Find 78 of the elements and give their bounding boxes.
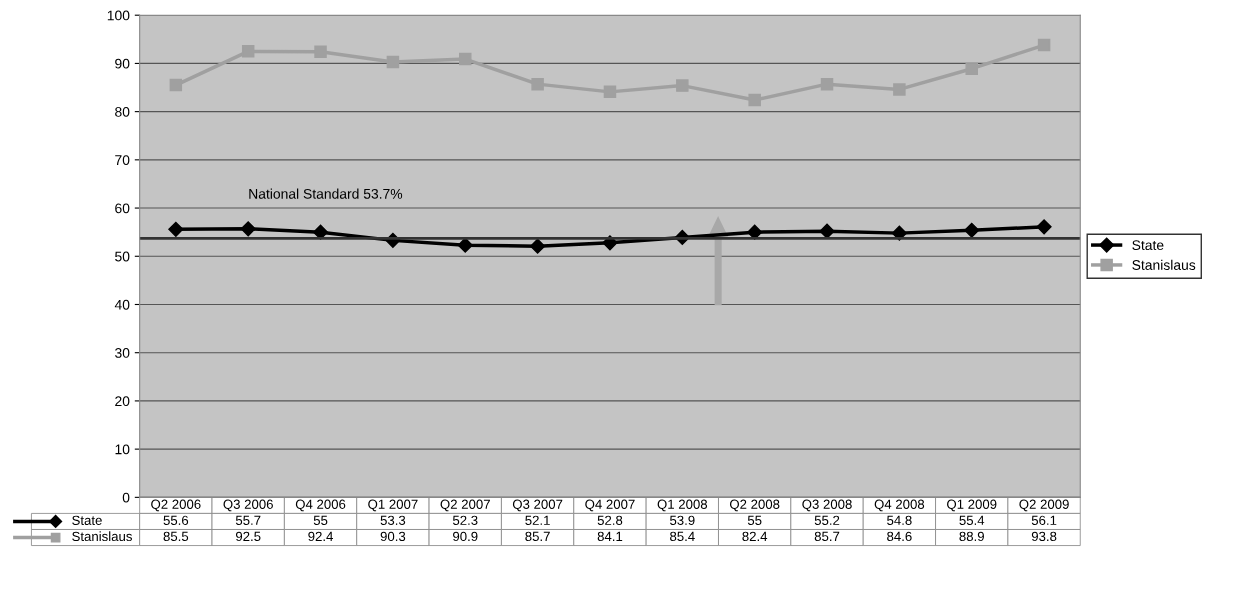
x-tick-label: Q3 2008 (802, 499, 852, 512)
point (314, 45, 327, 59)
point (820, 77, 834, 91)
x-tick-label: Q3 2007 (512, 499, 563, 512)
point (676, 79, 689, 92)
y-tick-label: 70 (115, 155, 130, 166)
legend-label: State (1132, 240, 1164, 251)
data-label: 92.5 (235, 531, 261, 542)
point (819, 223, 835, 239)
data-label: 93.8 (1031, 531, 1057, 542)
x-tick-label: Q1 2007 (368, 499, 418, 512)
data-label: 55.7 (235, 515, 261, 525)
x-tick-label: Q2 2007 (440, 499, 490, 512)
data-label: 85.7 (525, 531, 550, 542)
y-tick-label: 30 (115, 348, 130, 358)
x-tick-label: Q1 2008 (657, 499, 708, 512)
y-tick-label: 50 (115, 251, 130, 262)
legend-label: Stanislaus (1132, 259, 1196, 270)
data-label: 55.4 (959, 515, 985, 525)
data-label: 90.3 (380, 531, 406, 542)
point (965, 62, 978, 75)
data-label: 84.1 (597, 531, 623, 542)
point (891, 225, 907, 241)
data-label: 55 (313, 515, 328, 525)
text: State (72, 515, 102, 525)
point (747, 224, 763, 240)
y-tick-label: 20 (115, 396, 130, 407)
data-label: 55.6 (163, 515, 189, 525)
x-tick-label: Q2 2008 (729, 499, 780, 512)
y-tick-label: 40 (114, 299, 130, 310)
data-label: 82.4 (742, 531, 768, 542)
point (964, 222, 980, 238)
point (386, 55, 400, 69)
y-tick-label: 90 (115, 58, 130, 69)
y-tick-label: 80 (115, 106, 130, 117)
x-tick-label: Q2 2009 (1019, 499, 1069, 512)
data-label: 55 (747, 515, 762, 525)
y-tick-label: 60 (115, 203, 130, 214)
point (168, 221, 184, 237)
point (748, 93, 761, 107)
data-label: 53.9 (670, 515, 695, 525)
data-label: 85.7 (814, 531, 840, 542)
x-tick-label: Q4 2008 (874, 499, 925, 512)
x-tick-label: Q4 2006 (295, 499, 346, 512)
y-tick-label: 10 (115, 444, 130, 455)
data-label: 52.3 (452, 515, 478, 525)
y-tick-label: 0 (122, 492, 130, 503)
data-label: 53.3 (380, 515, 406, 525)
data-label: 52.1 (525, 515, 550, 525)
data-label: 84.6 (887, 531, 912, 542)
data-label: 56.1 (1031, 515, 1057, 525)
point (530, 238, 546, 254)
data-label: 88.9 (959, 531, 984, 542)
x-tick-label: Q4 2007 (585, 499, 635, 512)
data-label: 85.5 (163, 531, 189, 542)
data-label: 92.4 (308, 531, 334, 542)
point (603, 85, 617, 99)
point (169, 78, 183, 92)
point (893, 83, 906, 96)
point (312, 224, 329, 240)
point (240, 221, 256, 237)
data-label: 85.4 (670, 531, 695, 542)
point (1036, 219, 1052, 235)
data-label: 54.8 (887, 515, 912, 525)
ref-line-label: National Standard 53.7% (249, 188, 403, 199)
data-label: 90.9 (453, 531, 478, 542)
point (457, 237, 473, 253)
point (531, 77, 544, 91)
point (459, 52, 472, 66)
data-label: 55.2 (814, 515, 840, 525)
point (241, 45, 255, 58)
point (1037, 38, 1051, 52)
data-label: 52.8 (597, 515, 623, 525)
y-tick-label: 100 (107, 10, 130, 21)
text: Stanislaus (72, 531, 132, 542)
x-tick-label: Q1 2009 (947, 499, 997, 512)
x-tick-label: Q3 2006 (223, 499, 273, 512)
x-tick-label: Q2 2006 (151, 499, 201, 512)
